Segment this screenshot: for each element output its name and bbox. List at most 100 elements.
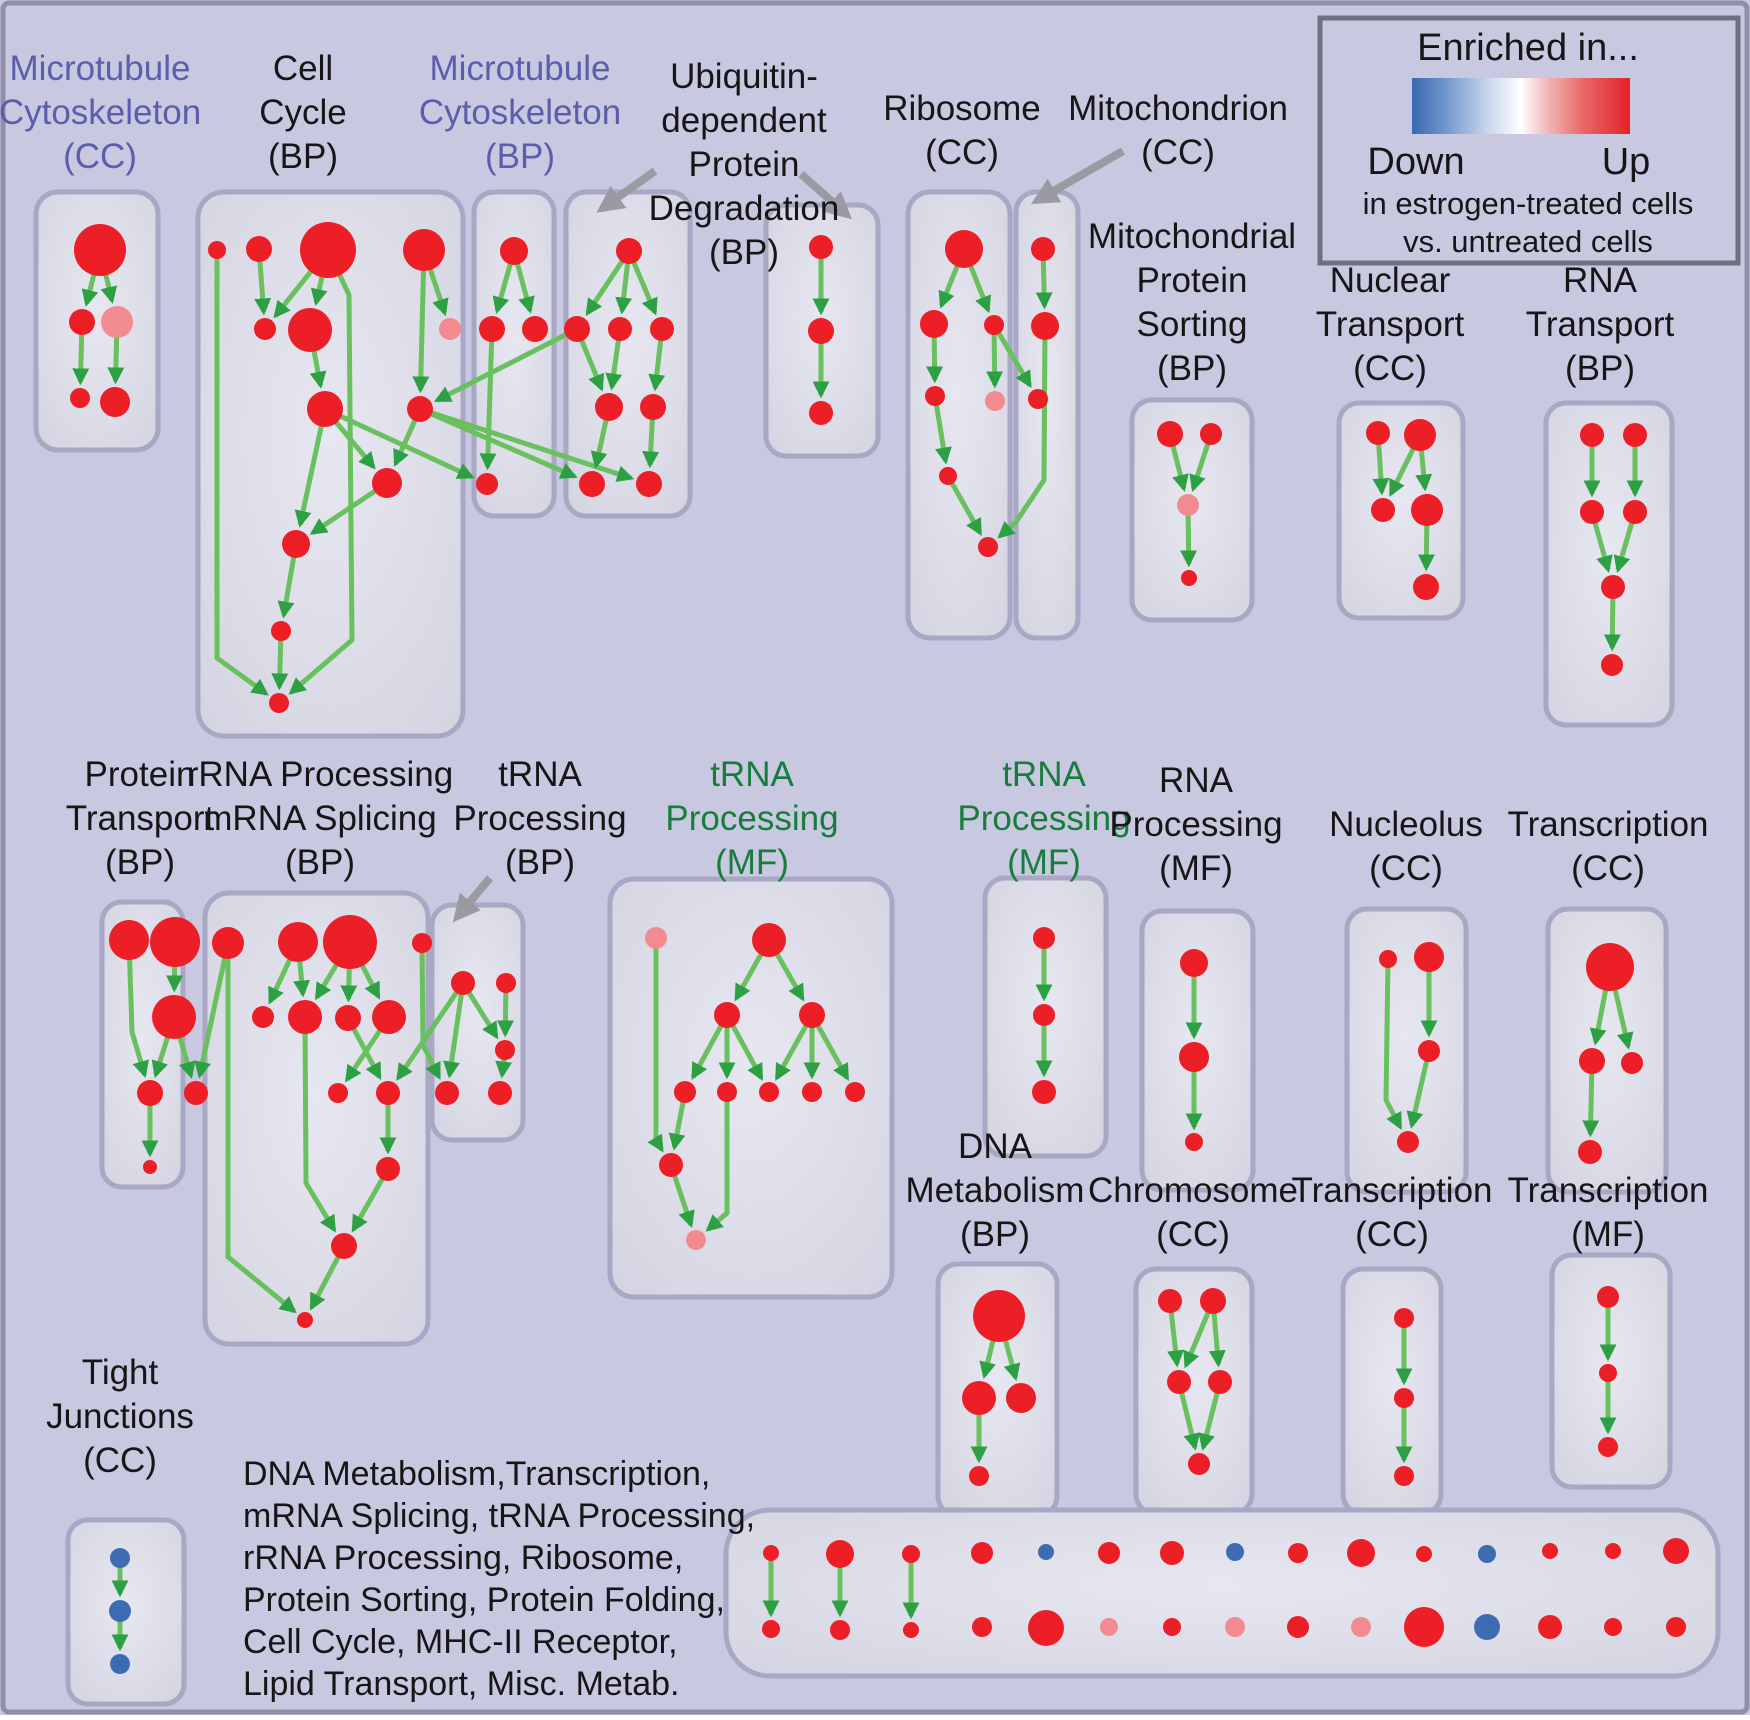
go-term-node-bt2: [826, 1540, 854, 1568]
go-term-node-z2: [1200, 1288, 1226, 1314]
go-term-node-y4: [969, 1466, 989, 1486]
go-term-node-z3: [1167, 1370, 1191, 1394]
cluster-box-bottomrow: [723, 1507, 1721, 1679]
cluster-box-mtcc: [33, 189, 161, 453]
go-term-node-rd2: [376, 1081, 400, 1105]
cluster-label-txmf: Transcription (MF): [1508, 1171, 1709, 1254]
cluster-label-nucltransport: Nuclear Transport (CC): [1316, 261, 1465, 388]
go-term-node-mtm: [1031, 312, 1059, 340]
go-term-node-bt10: [1347, 1539, 1375, 1567]
go-term-node-rbp: [985, 391, 1005, 411]
go-term-node-ms1: [1157, 421, 1183, 447]
go-term-node-z4: [1208, 1370, 1232, 1394]
legend-title: Enriched in...: [1417, 27, 1639, 69]
edge-c7-c9: [294, 408, 328, 528]
go-term-node-bb9: [1287, 1616, 1309, 1638]
go-term-node-re1: [376, 1157, 400, 1181]
go-term-node-pt2: [150, 917, 200, 967]
go-term-node-z5: [1188, 1453, 1210, 1475]
go-term-node-ms3: [1181, 570, 1197, 586]
go-term-node-bt12: [1478, 1545, 1496, 1563]
go-term-node-bb6: [1100, 1618, 1118, 1636]
cluster-label-rnatransport: RNA Transport (BP): [1526, 261, 1675, 388]
go-term-node-bt8: [1226, 1543, 1244, 1561]
edge-ch-m2ba: [419, 406, 578, 479]
go-term-node-t41: [1597, 1286, 1619, 1308]
go-term-node-rg1: [297, 1312, 313, 1328]
go-term-node-rt6: [1601, 654, 1623, 676]
misc-clusters-note: DNA Metabolism,Transcription, mRNA Splici…: [243, 1455, 755, 1703]
go-term-node-qb1: [674, 1081, 696, 1103]
go-term-node-pt1: [109, 920, 149, 960]
go-term-node-t32: [1394, 1388, 1414, 1408]
cluster-box-chrom: [1133, 1266, 1255, 1517]
label-pointer-arrow-2: [798, 171, 853, 220]
cluster-box-txcc2: [1545, 906, 1669, 1195]
go-term-node-pt4: [137, 1080, 163, 1106]
go-term-node-m1l: [479, 316, 505, 342]
go-term-node-bb2: [830, 1620, 850, 1640]
go-term-node-c3: [300, 222, 356, 278]
cluster-label-prottransport: Protein Transport (BP): [66, 755, 215, 882]
edge-qb2-qd: [705, 1092, 730, 1232]
go-term-node-rt4: [1623, 500, 1647, 524]
legend-down-label: Down: [1367, 141, 1464, 183]
go-term-node-bt9: [1288, 1543, 1308, 1563]
cluster-label-trnamf1: tRNA Processing (MF): [665, 755, 838, 882]
go-term-node-bb7: [1163, 1618, 1181, 1636]
go-term-node-rb4: [925, 386, 945, 406]
go-term-node-c9: [282, 530, 310, 558]
go-term-node-rf1: [331, 1233, 357, 1259]
cluster-label-tj: Tight Junctions (CC): [46, 1353, 194, 1480]
go-term-node-nt5: [1413, 574, 1439, 600]
go-term-node-cp: [439, 318, 461, 340]
go-term-node-qb4: [802, 1082, 822, 1102]
go-term-node-v3: [1185, 1133, 1203, 1151]
go-term-node-c2: [246, 236, 272, 262]
edge-w3-w4: [1406, 1050, 1432, 1129]
go-term-node-rm3: [335, 1005, 361, 1031]
go-term-node-rt1: [1580, 423, 1604, 447]
go-term-node-qb3: [759, 1082, 779, 1102]
cluster-label-txcc2: Transcription (CC): [1508, 805, 1709, 888]
cluster-label-mps: Mitochondrial Protein Sorting (BP): [1088, 217, 1296, 388]
go-term-node-m2lb: [640, 394, 666, 420]
cluster-label-chromosome: Chromosome (CC): [1088, 1171, 1298, 1254]
go-term-node-qa: [714, 1002, 740, 1028]
go-term-node-u3: [809, 401, 833, 425]
edge-c1-c11: [214, 250, 269, 696]
go-term-node-bt7: [1160, 1541, 1184, 1565]
go-term-node-rt3: [1580, 500, 1604, 524]
go-term-node-m2b: [608, 317, 632, 341]
edge-tt1-tb4: [443, 982, 466, 1079]
go-term-node-c11: [269, 693, 289, 713]
go-term-node-rm2: [288, 1000, 322, 1034]
cluster-label-rnapmf: RNA Processing (MF): [1109, 761, 1282, 888]
go-term-node-bt1: [763, 1545, 779, 1561]
go-term-node-ch: [407, 396, 433, 422]
go-term-node-qd: [686, 1230, 706, 1250]
edge-rb3-mtl: [991, 323, 1032, 389]
go-term-node-m1b: [476, 473, 498, 495]
go-term-node-rt5: [1601, 575, 1625, 599]
cluster-label-ubiq: Ubiquitin-dependent Protein Degradation (BP…: [649, 57, 840, 272]
go-term-node-m2ba: [579, 471, 605, 497]
go-term-node-j3: [110, 1654, 130, 1674]
go-term-node-c10: [271, 621, 291, 641]
go-term-node-x4: [1578, 1140, 1602, 1164]
go-term-node-u2: [808, 318, 834, 344]
go-term-node-z1: [1158, 1289, 1182, 1313]
legend-up-label: Up: [1602, 141, 1651, 183]
go-term-node-m2a: [564, 316, 590, 342]
edge-c7-m1b: [323, 406, 475, 480]
go-term-node-rd1: [328, 1083, 348, 1103]
go-term-node-a4: [70, 388, 90, 408]
go-term-node-rb6: [978, 537, 998, 557]
go-term-node-tt1: [451, 971, 475, 995]
go-term-node-m2la: [595, 393, 623, 421]
go-term-node-c4: [403, 229, 445, 271]
go-term-node-a5: [100, 387, 130, 417]
